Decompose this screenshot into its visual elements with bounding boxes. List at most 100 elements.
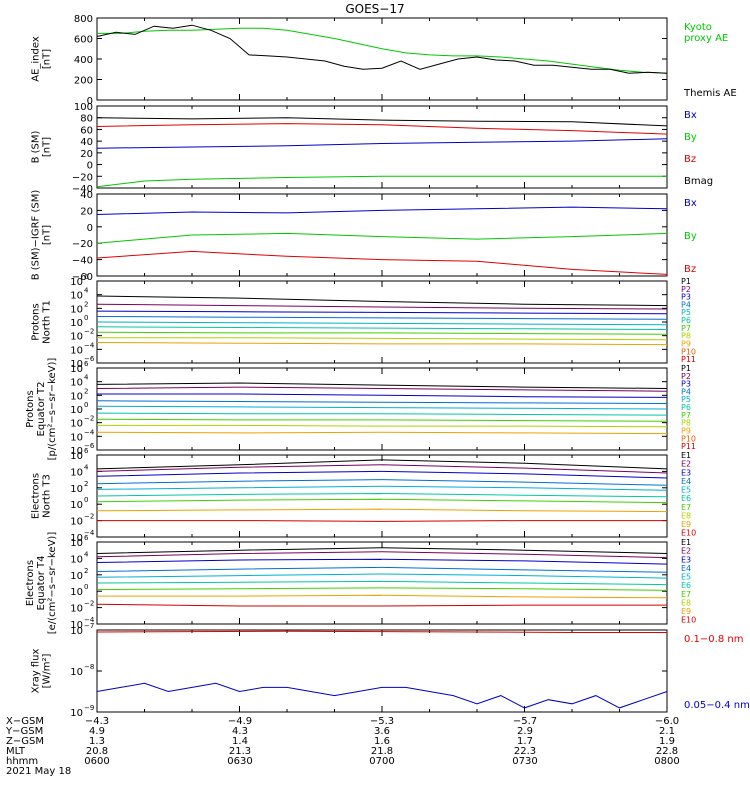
series-line-P6 <box>96 326 668 330</box>
x-row-value: 1.9 <box>659 736 675 747</box>
series-line-E1 <box>96 547 668 554</box>
legend-label: E3 <box>681 555 691 564</box>
x-row-value: 1.6 <box>374 736 390 747</box>
legend-label: E4 <box>681 477 691 486</box>
y-tick-label: −20 <box>72 172 93 183</box>
legend-label: Bx <box>684 110 697 121</box>
y-axis-label: North T1 <box>42 300 53 344</box>
legend-label: P8 <box>681 419 691 428</box>
y-tick-exponent: 0 <box>84 401 88 409</box>
y-tick-label: −60 <box>72 272 93 283</box>
y-tick-exponent: 2 <box>84 567 88 575</box>
series-line-P5 <box>96 321 668 326</box>
y-tick-label: 10 <box>70 451 83 462</box>
series-line-P3 <box>96 310 668 315</box>
x-row-value: −6.0 <box>655 716 679 727</box>
y-tick-label: 10 <box>70 291 83 302</box>
series-line-P5 <box>96 405 668 410</box>
series-line-P9 <box>96 431 668 435</box>
legend-label: E6 <box>681 581 691 590</box>
series-line-E5 <box>96 485 668 491</box>
y-tick-label: 40 <box>80 190 93 201</box>
y-tick-label: 10 <box>70 359 83 370</box>
y-tick-label: 0 <box>87 161 93 172</box>
y-tick-exponent: −4 <box>84 529 95 537</box>
x-row-value: 21.3 <box>229 746 251 757</box>
y-tick-label: 10 <box>70 533 83 544</box>
legend-label: Themis AE <box>683 88 737 99</box>
y-axis-label: [p/(cm²−s−sr−keV)] <box>47 358 58 461</box>
y-tick-label: 10 <box>70 604 83 615</box>
y-tick-label: 0 <box>87 223 93 234</box>
y-tick-label: 600 <box>74 35 93 46</box>
legend-label: E8 <box>681 511 691 520</box>
y-tick-exponent: 2 <box>84 300 88 308</box>
y-tick-label: 10 <box>70 378 83 389</box>
legend-label: Bx <box>684 198 697 209</box>
series-line-E6 <box>96 492 668 498</box>
legend-label: E1 <box>681 538 691 547</box>
legend-label: E5 <box>681 573 691 582</box>
y-tick-label: 10 <box>70 391 83 402</box>
series-line-Themis-AE <box>96 24 668 74</box>
y-tick-label: 800 <box>74 14 93 25</box>
series-line-E6 <box>96 580 668 586</box>
series-line-E2 <box>96 551 668 559</box>
panel-frame <box>96 629 668 713</box>
y-tick-label: 10 <box>70 364 83 375</box>
series-line-Bx <box>96 138 668 149</box>
legend-label: E7 <box>681 590 691 599</box>
y-axis-label: B (SM) <box>31 130 42 163</box>
legend-label: P8 <box>681 332 691 341</box>
y-tick-label: 10 <box>70 304 83 315</box>
y-tick-exponent: 6 <box>84 360 89 368</box>
y-tick-label: 10 <box>70 419 83 430</box>
y-tick-label: 20 <box>80 149 93 160</box>
x-row-value: 0600 <box>84 756 109 767</box>
series-line-Bmag <box>96 117 668 127</box>
series-line-E3 <box>96 558 668 565</box>
series-line-E10 <box>96 603 667 607</box>
series-line-Bz <box>96 123 668 135</box>
y-tick-exponent: 6 <box>84 273 89 281</box>
legend-label: proxy AE <box>684 33 728 44</box>
x-row-value: −5.3 <box>370 716 394 727</box>
legend-label: P3 <box>681 293 691 302</box>
legend-label: E10 <box>681 616 696 625</box>
x-row-value: 3.6 <box>374 726 390 737</box>
series-line-E7 <box>96 587 668 591</box>
legend-label: By <box>684 132 697 143</box>
legend-label: P5 <box>681 308 691 317</box>
y-tick-label: 10 <box>70 708 83 719</box>
y-tick-label: 10 <box>70 587 83 598</box>
y-axis-label: Equator T4 <box>36 556 47 611</box>
series-line-P7 <box>96 418 668 422</box>
legend-label: P3 <box>681 380 691 389</box>
y-tick-label: 10 <box>70 332 83 343</box>
legend-label: P9 <box>681 426 691 435</box>
y-axis-label: [nT] <box>42 137 53 157</box>
x-row-value: −4.3 <box>85 716 109 727</box>
y-axis-label: Xray flux <box>31 649 42 694</box>
series-line-P6 <box>96 412 668 416</box>
series-line-0-05-0-4-nm <box>96 682 668 709</box>
legend-label: Bmag <box>684 176 713 187</box>
y-tick-label: 80 <box>80 114 93 125</box>
legend-label: P10 <box>681 434 696 443</box>
x-row-label: X−GSM <box>6 716 44 727</box>
legend-label: E9 <box>681 607 691 616</box>
y-tick-exponent: 6 <box>84 447 89 455</box>
y-axis-label: Electrons <box>25 560 36 606</box>
series-line-P1 <box>96 295 668 307</box>
legend-label: P2 <box>681 285 691 294</box>
legend-label: P6 <box>681 316 691 325</box>
y-tick-label: 10 <box>70 554 83 565</box>
series-line-P1 <box>96 382 668 389</box>
legend-label: E3 <box>681 468 691 477</box>
y-tick-label: 10 <box>70 446 83 457</box>
x-row-label: Y−GSM <box>5 726 43 737</box>
y-axis-label: Electrons <box>31 473 42 519</box>
